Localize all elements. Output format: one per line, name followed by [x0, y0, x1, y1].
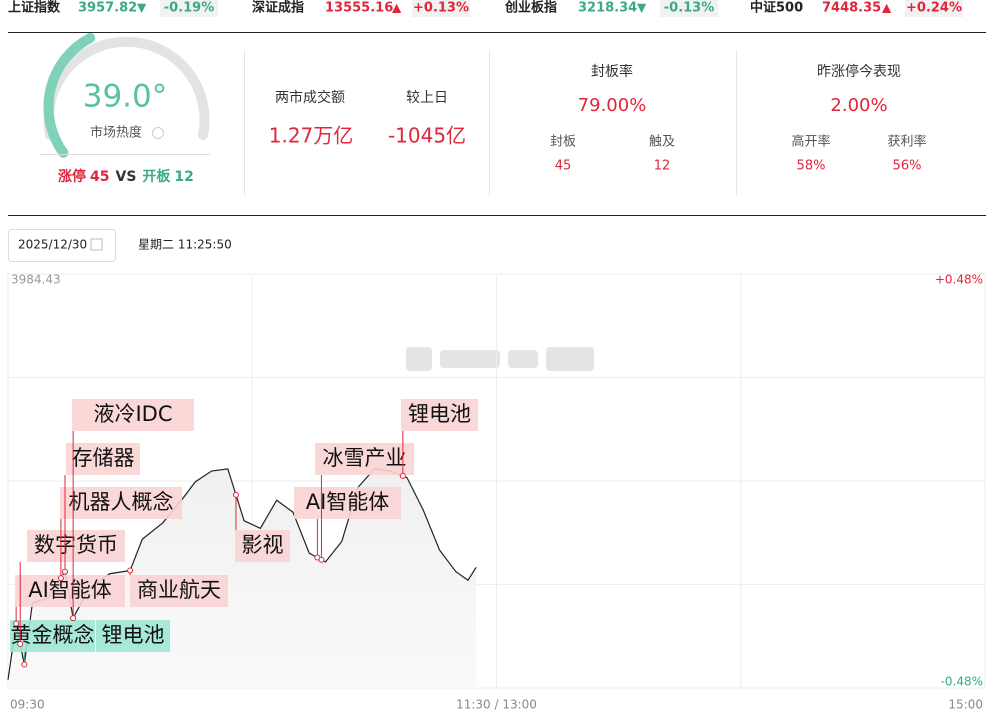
- date: 2025/12/30: [18, 238, 87, 252]
- index-arrow: ▼: [637, 1, 647, 15]
- index-change: -0.13%: [664, 1, 715, 16]
- y2-tick-label: -0.48%: [941, 675, 983, 689]
- annotation-box: [72, 399, 194, 431]
- index-change: -0.19%: [164, 1, 215, 16]
- x-tick-label: 09:30: [10, 698, 45, 712]
- index-value: 3218.34: [578, 1, 637, 16]
- date-picker[interactable]: [8, 229, 116, 262]
- annotation-label: 数字货币: [34, 533, 118, 557]
- label: 触及: [649, 135, 675, 150]
- index-arrow: ▲: [882, 1, 892, 15]
- annotation-box: [66, 443, 140, 475]
- annotation-label: 影视: [242, 533, 284, 557]
- annotation-label: AI智能体: [28, 578, 112, 602]
- annotation-dot: [13, 620, 20, 627]
- index-value: 7448.35: [822, 1, 881, 16]
- value: -1045亿: [388, 124, 466, 148]
- annotation-label: 存储器: [72, 446, 135, 470]
- annotation-box: [130, 575, 228, 607]
- calendar-icon: [90, 238, 103, 251]
- x-tick-label: 15:00: [948, 698, 983, 712]
- y-tick-label: 3984.43: [11, 273, 61, 287]
- blurred-placeholder: [406, 347, 594, 371]
- annotation-dot: [127, 567, 134, 574]
- label: 两市成交额: [275, 89, 345, 106]
- change-badge: [160, 0, 218, 17]
- annotation-box: [315, 443, 414, 475]
- gauge-fill: [43, 32, 96, 158]
- index-name: 深证成指: [252, 0, 304, 16]
- index-name: 中证500: [750, 0, 803, 16]
- title: 封板率: [591, 63, 633, 80]
- help-icon[interactable]: [152, 127, 164, 139]
- annotation-box: [27, 530, 125, 562]
- index-name: 创业板指: [504, 0, 557, 16]
- x-tick-label: 11:30 / 13:00: [456, 698, 537, 712]
- annotation-label: 锂电池: [408, 402, 471, 426]
- label: 封板: [550, 135, 576, 150]
- annotation-label: 机器人概念: [69, 490, 174, 514]
- annotation-dot: [57, 575, 64, 582]
- annotation-box: [10, 620, 95, 652]
- value: 58%: [797, 159, 826, 174]
- annotation-label: 黄金概念: [11, 623, 95, 647]
- annotation-box: [15, 575, 125, 607]
- heat-label: 市场热度: [90, 125, 142, 141]
- value: 56%: [893, 159, 922, 174]
- index-arrow: ▼: [137, 1, 147, 15]
- change-badge: [660, 0, 718, 17]
- annotation-dot: [70, 615, 77, 622]
- title: 昨涨停今表现: [817, 63, 901, 80]
- annotation-dot: [17, 641, 24, 648]
- annotation-dot: [61, 568, 68, 575]
- annotation-label: 冰雪产业: [323, 446, 407, 470]
- weekday-time: 星期二 11:25:50: [138, 238, 232, 252]
- value: 79.00%: [578, 95, 647, 116]
- annotation-box: [96, 620, 170, 652]
- index-value: 13555.16: [325, 1, 393, 16]
- heat-value: 39.0°: [83, 79, 168, 115]
- change-badge: [412, 0, 470, 17]
- label: 高开率: [791, 134, 830, 150]
- value: 2.00%: [830, 95, 887, 116]
- annotation-box: [401, 399, 478, 431]
- value: 12: [654, 159, 671, 174]
- annotation-dot: [318, 556, 325, 563]
- annotation-label: 液冷IDC: [93, 402, 172, 426]
- annotation-box: [235, 530, 290, 562]
- index-value: 3957.82: [78, 1, 137, 16]
- value: 45: [555, 159, 572, 174]
- y2-tick-label: +0.48%: [935, 273, 983, 287]
- annotation-label: 锂电池: [102, 623, 165, 647]
- limit-summary: 涨停 45 VS 开板 12: [58, 168, 194, 185]
- annotation-label: 商业航天: [137, 578, 221, 602]
- annotation-dot: [21, 661, 28, 668]
- label: 获利率: [887, 134, 926, 150]
- label: 较上日: [406, 90, 448, 106]
- annotation-box: [60, 487, 182, 519]
- index-change: +0.13%: [413, 1, 469, 16]
- annotation-box: [294, 487, 401, 519]
- annotation-dot: [232, 491, 239, 498]
- change-badge: [905, 0, 963, 17]
- index-arrow: ▲: [392, 1, 402, 15]
- index-change: +0.24%: [906, 1, 962, 16]
- index-name: 上证指数: [8, 0, 61, 16]
- annotation-dot: [399, 472, 406, 479]
- value: 1.27万亿: [269, 124, 354, 148]
- annotation-label: AI智能体: [306, 490, 390, 514]
